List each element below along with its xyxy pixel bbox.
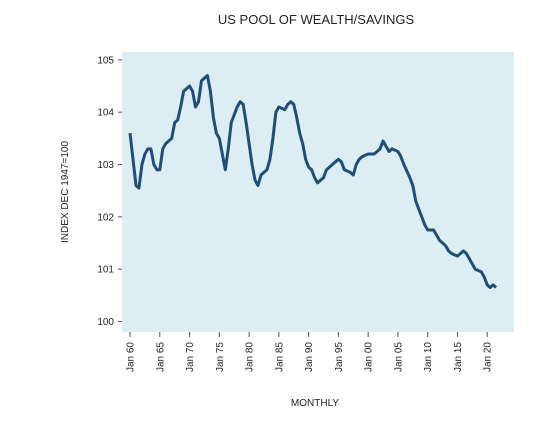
x-tick-label: Jan 80	[245, 342, 256, 372]
y-axis-title: INDEX DEC 1947=100	[60, 141, 71, 243]
x-tick-label: Jan 05	[393, 342, 404, 372]
y-tick-label: 102	[97, 212, 114, 223]
x-axis-title: MONTHLY	[291, 398, 339, 409]
x-tick-label: Jan 75	[215, 342, 226, 372]
chart-title: US POOL OF WEALTH/SAVINGS	[218, 12, 415, 27]
x-tick-label: Jan 10	[423, 342, 434, 372]
y-tick-label: 100	[97, 317, 114, 328]
x-tick-label: Jan 95	[334, 342, 345, 372]
data-line	[128, 74, 498, 290]
x-tick-label: Jan 20	[483, 342, 494, 372]
x-tick-label: Jan 00	[364, 342, 375, 372]
y-tick-label: 103	[97, 160, 114, 171]
y-tick-label: 101	[97, 265, 114, 276]
x-tick-label: Jan 85	[274, 342, 285, 372]
x-tick-label: Jan 70	[185, 342, 196, 372]
x-tick-label: Jan 90	[304, 342, 315, 372]
y-tick-label: 105	[97, 55, 114, 66]
x-tick-label: Jan 60	[126, 342, 137, 372]
x-tick-label: Jan 15	[453, 342, 464, 372]
plot-area	[122, 52, 514, 332]
x-tick-label: Jan 65	[155, 342, 166, 372]
y-tick-label: 104	[97, 108, 114, 119]
